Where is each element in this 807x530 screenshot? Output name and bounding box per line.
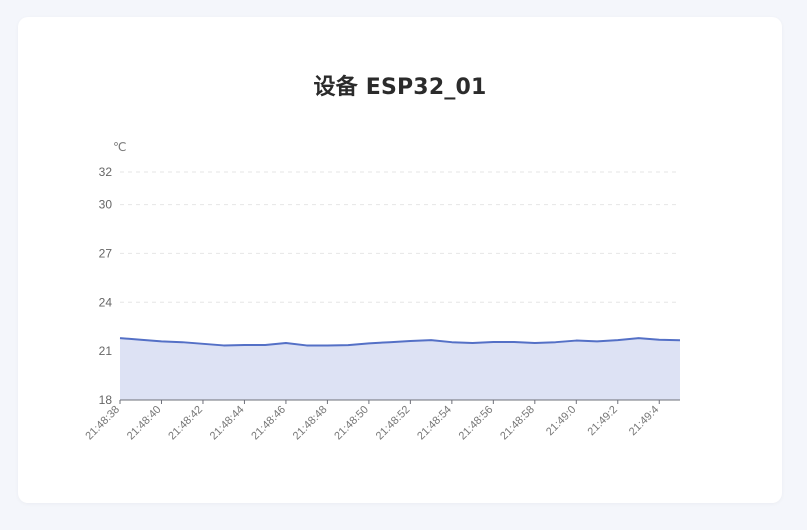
x-tick-label: 21:48:54 bbox=[415, 404, 454, 443]
x-tick-label: 21:48:44 bbox=[208, 404, 247, 443]
x-tick-label: 21:48:52 bbox=[374, 404, 413, 443]
y-tick-label: 32 bbox=[99, 165, 113, 179]
x-tick-label: 21:48:46 bbox=[249, 404, 288, 443]
x-axis-labels: 21:48:38 21:48:40 21:48:42 21:48:44 21:48:46… bbox=[83, 404, 661, 443]
y-tick-label: 21 bbox=[99, 344, 113, 358]
x-tick-label: 21:48:48 bbox=[291, 404, 330, 443]
chart-card: 设备 ESP32_01 18 21 24 27 30 32 21:48:38 21:48:4… bbox=[18, 17, 782, 503]
x-tick-label: 21:48:40 bbox=[125, 404, 164, 443]
x-tick-label: 21:49:2 bbox=[585, 404, 619, 438]
x-tick-label: 21:48:56 bbox=[457, 404, 496, 443]
x-tick-label: 21:48:42 bbox=[166, 404, 205, 443]
x-tick-label: 21:49:4 bbox=[627, 404, 661, 438]
x-tick-label: 21:49:0 bbox=[544, 404, 578, 438]
y-tick-label: 30 bbox=[99, 198, 113, 212]
chart-title: 设备 ESP32_01 bbox=[313, 75, 487, 100]
series-line-path bbox=[119, 337, 681, 347]
series-line bbox=[119, 337, 681, 347]
y-tick-label: 27 bbox=[99, 246, 113, 260]
y-axis-labels: 18 21 24 27 30 32 bbox=[99, 165, 113, 407]
area-fill bbox=[120, 338, 680, 400]
y-axis-unit: ℃ bbox=[113, 140, 126, 154]
grid-lines bbox=[120, 171, 680, 352]
x-tick-label: 21:48:50 bbox=[332, 404, 371, 443]
y-tick-label: 18 bbox=[99, 393, 113, 407]
y-tick-label: 24 bbox=[99, 295, 113, 309]
x-tick-label: 21:48:58 bbox=[498, 404, 537, 443]
x-axis bbox=[119, 399, 680, 404]
series-area bbox=[120, 338, 680, 400]
x-tick-label: 21:48:38 bbox=[83, 404, 122, 443]
